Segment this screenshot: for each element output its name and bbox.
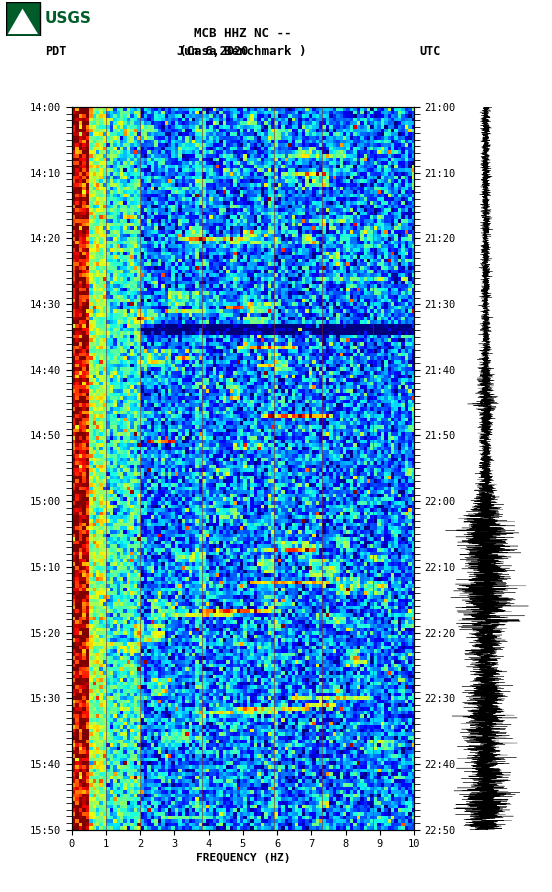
X-axis label: FREQUENCY (HZ): FREQUENCY (HZ) — [195, 854, 290, 863]
Text: UTC: UTC — [420, 45, 441, 58]
FancyBboxPatch shape — [6, 2, 40, 36]
Text: Jun 6,2020: Jun 6,2020 — [177, 45, 248, 58]
Text: PDT: PDT — [45, 45, 66, 58]
Text: MCB HHZ NC --: MCB HHZ NC -- — [194, 27, 291, 40]
Polygon shape — [8, 9, 38, 34]
Text: USGS: USGS — [44, 12, 91, 26]
Text: (Casa Benchmark ): (Casa Benchmark ) — [179, 45, 306, 58]
